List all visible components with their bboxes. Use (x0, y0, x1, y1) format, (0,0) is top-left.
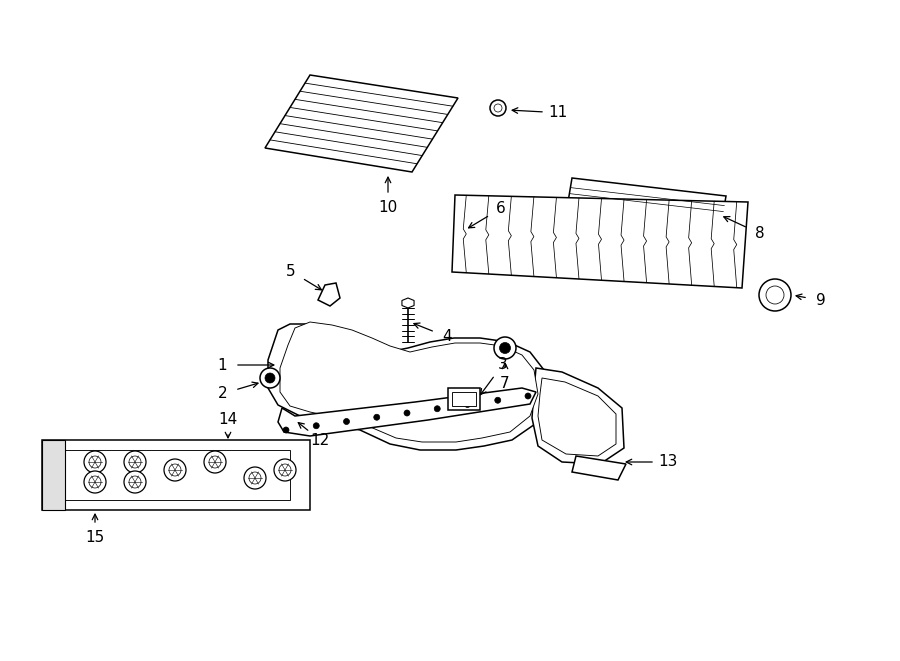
Polygon shape (278, 388, 536, 436)
Circle shape (374, 414, 380, 420)
Circle shape (490, 100, 506, 116)
Polygon shape (318, 283, 340, 306)
Text: 3: 3 (498, 357, 508, 372)
Text: 1: 1 (217, 358, 227, 373)
Polygon shape (42, 440, 310, 510)
Circle shape (274, 459, 296, 481)
Circle shape (313, 423, 320, 429)
Polygon shape (532, 368, 624, 464)
Circle shape (283, 427, 289, 433)
Text: 5: 5 (286, 264, 296, 279)
Circle shape (766, 286, 784, 304)
Text: 11: 11 (548, 105, 568, 120)
Circle shape (164, 459, 186, 481)
Circle shape (204, 451, 226, 473)
Polygon shape (538, 378, 616, 456)
Text: 13: 13 (658, 455, 678, 469)
Text: 15: 15 (86, 531, 104, 545)
Circle shape (500, 342, 510, 354)
Circle shape (404, 410, 410, 416)
Circle shape (495, 397, 500, 403)
Circle shape (260, 368, 280, 388)
Polygon shape (402, 298, 414, 308)
Text: 6: 6 (496, 201, 506, 215)
Circle shape (494, 337, 516, 359)
Text: 10: 10 (378, 200, 398, 215)
Circle shape (434, 406, 440, 412)
Circle shape (124, 451, 146, 473)
Circle shape (129, 476, 141, 488)
Circle shape (249, 472, 261, 484)
Circle shape (84, 451, 106, 473)
Circle shape (759, 279, 791, 311)
Circle shape (344, 418, 349, 424)
Polygon shape (452, 195, 748, 288)
Circle shape (265, 373, 275, 383)
Polygon shape (452, 392, 476, 406)
Circle shape (525, 393, 531, 399)
Circle shape (494, 104, 502, 112)
Circle shape (209, 456, 221, 468)
Polygon shape (572, 456, 626, 480)
Text: 14: 14 (219, 412, 238, 426)
Circle shape (169, 464, 181, 476)
Text: 7: 7 (500, 375, 509, 391)
Circle shape (464, 401, 471, 407)
Polygon shape (280, 322, 538, 442)
Polygon shape (268, 324, 548, 450)
Polygon shape (42, 440, 65, 510)
Text: 8: 8 (755, 226, 765, 241)
Circle shape (84, 471, 106, 493)
Polygon shape (265, 75, 458, 172)
Circle shape (89, 456, 101, 468)
Circle shape (279, 464, 291, 476)
Circle shape (129, 456, 141, 468)
Text: 9: 9 (816, 293, 825, 308)
Text: 12: 12 (310, 432, 329, 447)
Text: 4: 4 (442, 329, 452, 344)
Circle shape (89, 476, 101, 488)
Polygon shape (65, 450, 290, 500)
Polygon shape (568, 178, 726, 220)
Circle shape (244, 467, 266, 489)
Polygon shape (448, 388, 480, 410)
Circle shape (124, 471, 146, 493)
Text: 2: 2 (218, 386, 228, 401)
